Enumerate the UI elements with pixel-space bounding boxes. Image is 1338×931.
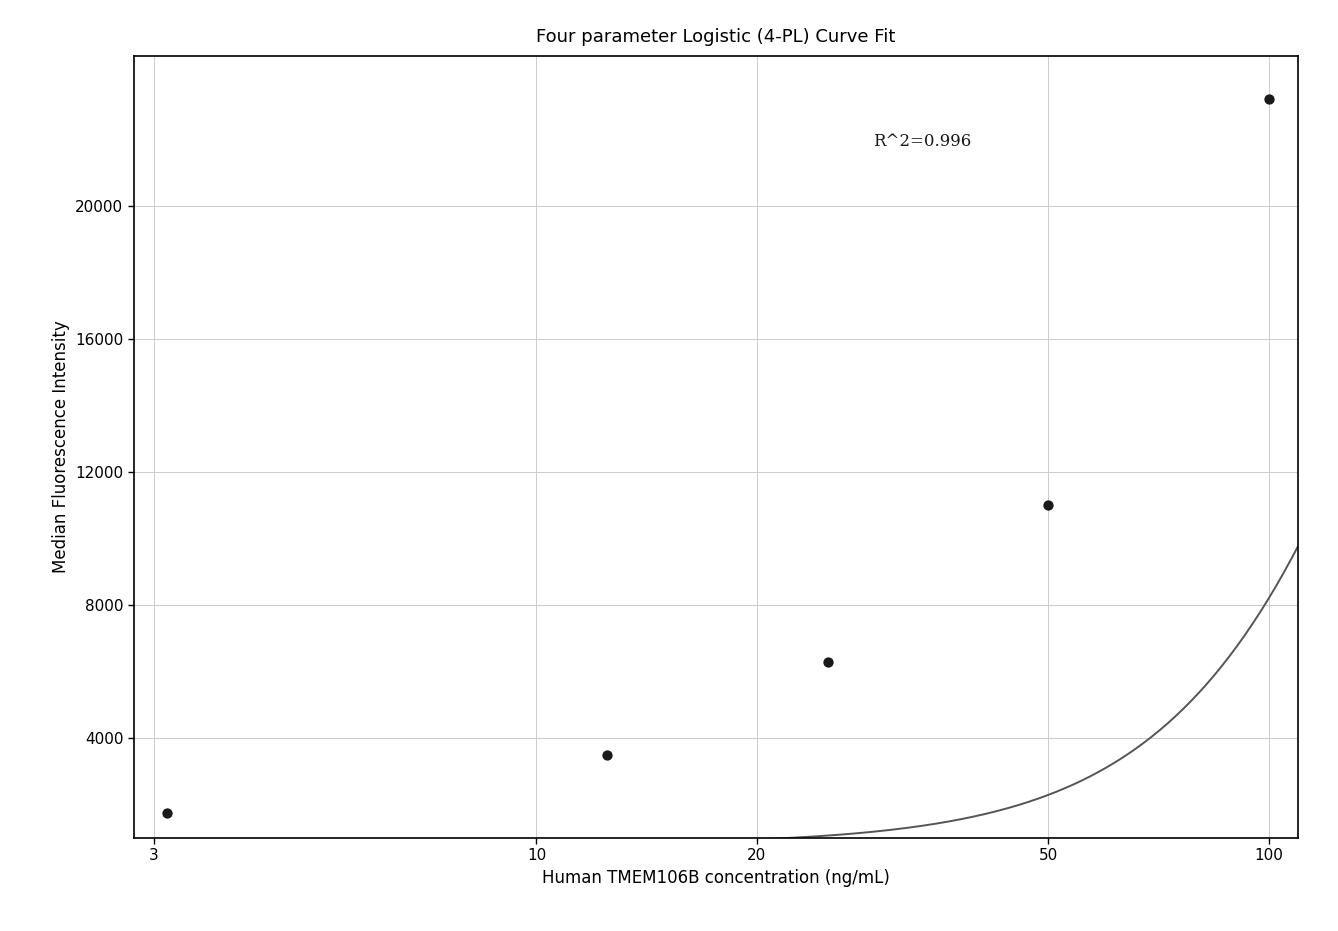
Point (597, 748, 618, 762)
Title: Four parameter Logistic (4-PL) Curve Fit: Four parameter Logistic (4-PL) Curve Fit (537, 28, 895, 46)
Point (157, 805, 178, 820)
Point (1037, 498, 1058, 513)
Text: R^2=0.996: R^2=0.996 (872, 133, 971, 150)
Point (818, 654, 839, 669)
Point (1258, 91, 1279, 106)
X-axis label: Human TMEM106B concentration (ng/mL): Human TMEM106B concentration (ng/mL) (542, 869, 890, 887)
Y-axis label: Median Fluorescence Intensity: Median Fluorescence Intensity (52, 320, 70, 573)
